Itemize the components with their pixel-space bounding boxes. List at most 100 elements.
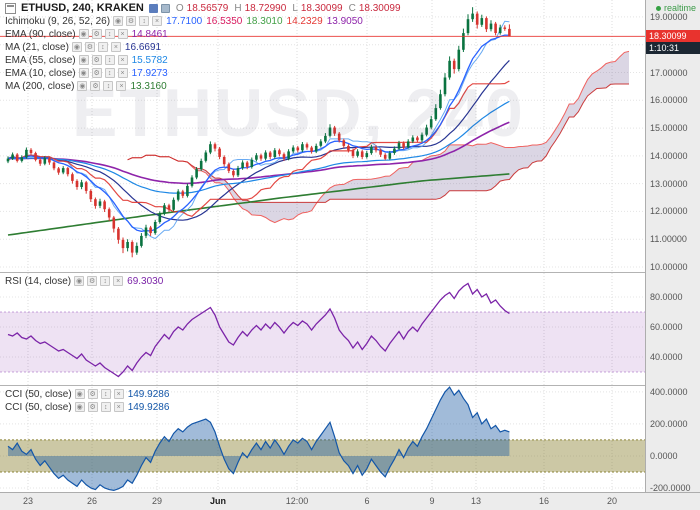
indicator-row: RSI (14, close) ◉ ⚙ ↕ × 69.3030 bbox=[5, 275, 163, 287]
cci-tick-label: -200.0000 bbox=[650, 483, 691, 493]
eye-icon[interactable]: ◉ bbox=[78, 29, 89, 39]
legend-rsi: RSI (14, close) ◉ ⚙ ↕ × 69.3030 bbox=[5, 275, 163, 287]
eye-icon[interactable]: ◉ bbox=[78, 55, 89, 65]
updown-icon[interactable]: ↕ bbox=[104, 55, 115, 65]
close-icon[interactable]: × bbox=[117, 29, 128, 39]
high-value: 18.72990 bbox=[244, 2, 287, 14]
gear-icon[interactable]: ⚙ bbox=[87, 389, 98, 399]
indicator-value: 15.5782 bbox=[131, 54, 168, 66]
indicator-name: RSI (14, close) bbox=[5, 275, 72, 287]
indicator-name: MA (200, close) bbox=[5, 80, 75, 92]
time-tick-label: 6 bbox=[364, 496, 370, 506]
indicator-value: 17.9273 bbox=[131, 67, 168, 79]
eye-icon[interactable]: ◉ bbox=[77, 81, 88, 91]
gear-icon[interactable]: ⚙ bbox=[87, 402, 98, 412]
close-icon[interactable]: × bbox=[113, 402, 124, 412]
price-tick-label: 17.00000 bbox=[650, 68, 688, 78]
chart-menu-glyph bbox=[7, 4, 14, 7]
rsi-tick-label: 60.0000 bbox=[650, 322, 683, 332]
price-tick-label: 14.00000 bbox=[650, 151, 688, 161]
indicator-row: EMA (10, close) ◉ ⚙ ↕ × 17.9273 bbox=[5, 67, 401, 79]
updown-icon[interactable]: ↕ bbox=[100, 276, 111, 286]
rsi-tick-label: 80.0000 bbox=[650, 292, 683, 302]
last-price-badge: 18.30099 bbox=[646, 30, 700, 42]
price-axis[interactable]: realtime 18.30099 1:10:31 19.0000018.000… bbox=[645, 0, 700, 493]
close-icon[interactable]: × bbox=[117, 68, 128, 78]
indicator-value: 18.3010 bbox=[246, 15, 283, 27]
indicator-row: MA (200, close) ◉ ⚙ ↕ × 13.3160 bbox=[5, 80, 401, 92]
high-label: H bbox=[234, 2, 242, 14]
panel-divider-cci[interactable] bbox=[0, 385, 700, 386]
realtime-label: realtime bbox=[663, 3, 696, 13]
updown-icon[interactable]: ↕ bbox=[104, 29, 115, 39]
indicator-value: 149.9286 bbox=[127, 388, 170, 400]
legend-cci: CCI (50, close) ◉ ⚙ ↕ × 149.9286 CCI (50, clos… bbox=[5, 388, 169, 413]
indicator-value: 16.6691 bbox=[124, 41, 162, 53]
open-value: 18.56579 bbox=[186, 2, 229, 14]
symbol-action-icon-2[interactable] bbox=[160, 3, 170, 13]
cci-tick-label: 200.0000 bbox=[650, 419, 688, 429]
indicator-value: 69.3030 bbox=[127, 275, 164, 287]
eye-icon[interactable]: ◉ bbox=[78, 68, 89, 78]
updown-icon[interactable]: ↕ bbox=[100, 389, 111, 399]
time-tick-label: 23 bbox=[22, 496, 34, 506]
gear-icon[interactable]: ⚙ bbox=[84, 42, 95, 52]
indicator-name: EMA (10, close) bbox=[5, 67, 76, 79]
updown-icon[interactable]: ↕ bbox=[104, 68, 115, 78]
symbol-action-icon-1[interactable] bbox=[148, 3, 158, 13]
rsi-tick-label: 40.0000 bbox=[650, 352, 683, 362]
eye-icon[interactable]: ◉ bbox=[71, 42, 82, 52]
price-tick-label: 11.00000 bbox=[650, 234, 687, 244]
low-value: 18.30099 bbox=[300, 2, 343, 14]
chart-menu-icon[interactable] bbox=[5, 2, 16, 14]
time-tick-label: 20 bbox=[606, 496, 618, 506]
updown-icon[interactable]: ↕ bbox=[97, 42, 108, 52]
eye-icon[interactable]: ◉ bbox=[113, 16, 124, 26]
close-icon[interactable]: × bbox=[117, 55, 128, 65]
realtime-dot-icon bbox=[655, 5, 661, 11]
time-tick-label: 9 bbox=[429, 496, 435, 506]
cci-tick-label: 400.0000 bbox=[650, 387, 688, 397]
updown-icon[interactable]: ↕ bbox=[139, 16, 150, 26]
indicator-row: MA (21, close) ◉ ⚙ ↕ × 16.6691 bbox=[5, 41, 401, 53]
gear-icon[interactable]: ⚙ bbox=[91, 68, 102, 78]
close-icon[interactable]: × bbox=[113, 276, 124, 286]
panel-divider-rsi[interactable] bbox=[0, 272, 700, 273]
price-chart-svg[interactable] bbox=[0, 0, 645, 492]
updown-icon[interactable]: ↕ bbox=[103, 81, 114, 91]
indicator-name: CCI (50, close) bbox=[5, 388, 72, 400]
gear-icon[interactable]: ⚙ bbox=[90, 81, 101, 91]
price-tick-label: 12.00000 bbox=[650, 206, 688, 216]
close-icon[interactable]: × bbox=[110, 42, 121, 52]
eye-icon[interactable]: ◉ bbox=[74, 402, 85, 412]
low-label: L bbox=[292, 2, 298, 14]
time-axis[interactable]: 23 26 29 Jun 12:00 6 9 13 16 20 bbox=[0, 492, 700, 510]
time-tick-label: 13 bbox=[470, 496, 482, 506]
price-tick-label: 19.00000 bbox=[650, 12, 688, 22]
indicator-value: 14.8461 bbox=[131, 28, 168, 40]
bar-countdown-badge: 1:10:31 bbox=[646, 42, 700, 54]
updown-icon[interactable]: ↕ bbox=[100, 402, 111, 412]
close-icon[interactable]: × bbox=[116, 81, 127, 91]
indicator-row: EMA (90, close) ◉ ⚙ ↕ × 14.8461 bbox=[5, 28, 401, 40]
indicator-value: 16.5350 bbox=[206, 15, 243, 27]
time-tick-label: 29 bbox=[151, 496, 163, 506]
close-value: 18.30099 bbox=[358, 2, 401, 14]
gear-icon[interactable]: ⚙ bbox=[91, 29, 102, 39]
close-icon[interactable]: × bbox=[152, 16, 163, 26]
symbol-title[interactable]: ETHUSD, 240, KRAKEN bbox=[21, 2, 144, 14]
gear-icon[interactable]: ⚙ bbox=[91, 55, 102, 65]
indicator-name: EMA (90, close) bbox=[5, 28, 76, 40]
eye-icon[interactable]: ◉ bbox=[74, 389, 85, 399]
time-tick-label: Jun bbox=[209, 496, 227, 506]
legend-main: ETHUSD, 240, KRAKEN O 18.56579 H 18.7299… bbox=[5, 2, 401, 92]
indicator-value: 13.3160 bbox=[130, 80, 167, 92]
symbol-row: ETHUSD, 240, KRAKEN O 18.56579 H 18.7299… bbox=[5, 2, 401, 14]
price-tick-label: 10.00000 bbox=[650, 262, 688, 272]
close-icon[interactable]: × bbox=[113, 389, 124, 399]
price-tick-label: 15.00000 bbox=[650, 123, 688, 133]
eye-icon[interactable]: ◉ bbox=[74, 276, 85, 286]
time-tick-label: 26 bbox=[86, 496, 98, 506]
gear-icon[interactable]: ⚙ bbox=[87, 276, 98, 286]
gear-icon[interactable]: ⚙ bbox=[126, 16, 137, 26]
